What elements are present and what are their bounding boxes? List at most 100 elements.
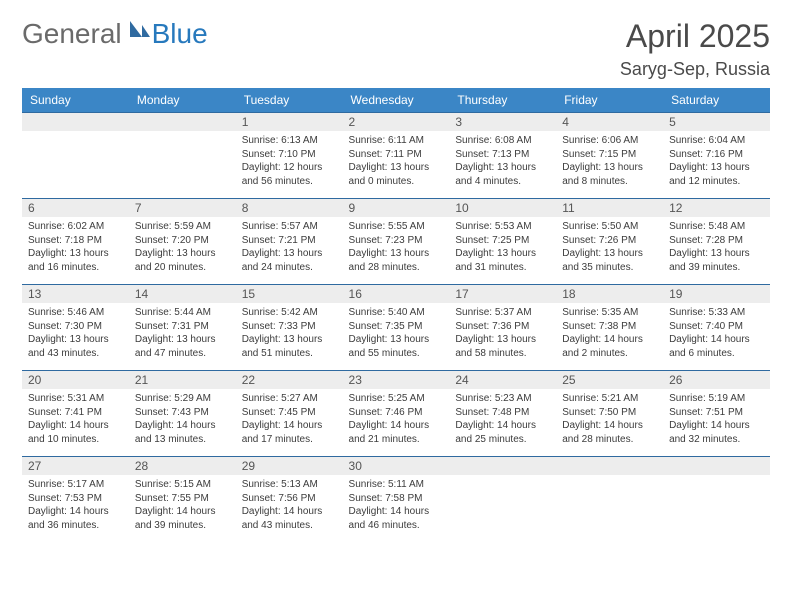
daylight-text: and 6 minutes. bbox=[669, 347, 764, 361]
sunrise-text: Sunrise: 6:11 AM bbox=[349, 134, 444, 148]
day-number: 27 bbox=[22, 457, 129, 475]
daylight-text: Daylight: 14 hours bbox=[669, 419, 764, 433]
daylight-text: and 31 minutes. bbox=[455, 261, 550, 275]
daylight-text: Daylight: 13 hours bbox=[242, 247, 337, 261]
daylight-text: Daylight: 14 hours bbox=[455, 419, 550, 433]
daylight-text: Daylight: 13 hours bbox=[562, 247, 657, 261]
day-number: 25 bbox=[556, 371, 663, 389]
sunrise-text: Sunrise: 5:40 AM bbox=[349, 306, 444, 320]
sunset-text: Sunset: 7:35 PM bbox=[349, 320, 444, 334]
day-details: Sunrise: 5:48 AMSunset: 7:28 PMDaylight:… bbox=[663, 217, 770, 278]
empty-day bbox=[556, 457, 663, 475]
daylight-text: Daylight: 13 hours bbox=[562, 161, 657, 175]
calendar-day-cell: 19Sunrise: 5:33 AMSunset: 7:40 PMDayligh… bbox=[663, 285, 770, 371]
daylight-text: and 46 minutes. bbox=[349, 519, 444, 533]
daylight-text: and 39 minutes. bbox=[669, 261, 764, 275]
day-number: 19 bbox=[663, 285, 770, 303]
calendar-day-cell: 29Sunrise: 5:13 AMSunset: 7:56 PMDayligh… bbox=[236, 457, 343, 543]
day-number: 5 bbox=[663, 113, 770, 131]
daylight-text: and 25 minutes. bbox=[455, 433, 550, 447]
sunrise-text: Sunrise: 6:02 AM bbox=[28, 220, 123, 234]
daylight-text: and 58 minutes. bbox=[455, 347, 550, 361]
daylight-text: and 28 minutes. bbox=[562, 433, 657, 447]
daylight-text: Daylight: 13 hours bbox=[349, 247, 444, 261]
day-details: Sunrise: 5:13 AMSunset: 7:56 PMDaylight:… bbox=[236, 475, 343, 536]
daylight-text: Daylight: 13 hours bbox=[242, 333, 337, 347]
day-number: 26 bbox=[663, 371, 770, 389]
sunrise-text: Sunrise: 5:55 AM bbox=[349, 220, 444, 234]
calendar-day-cell: 15Sunrise: 5:42 AMSunset: 7:33 PMDayligh… bbox=[236, 285, 343, 371]
day-details: Sunrise: 5:25 AMSunset: 7:46 PMDaylight:… bbox=[343, 389, 450, 450]
sunset-text: Sunset: 7:10 PM bbox=[242, 148, 337, 162]
calendar-day-cell: 7Sunrise: 5:59 AMSunset: 7:20 PMDaylight… bbox=[129, 199, 236, 285]
sunrise-text: Sunrise: 6:06 AM bbox=[562, 134, 657, 148]
daylight-text: Daylight: 13 hours bbox=[28, 247, 123, 261]
calendar-day-cell: 11Sunrise: 5:50 AMSunset: 7:26 PMDayligh… bbox=[556, 199, 663, 285]
daylight-text: and 24 minutes. bbox=[242, 261, 337, 275]
daylight-text: and 39 minutes. bbox=[135, 519, 230, 533]
day-details: Sunrise: 5:31 AMSunset: 7:41 PMDaylight:… bbox=[22, 389, 129, 450]
daylight-text: and 10 minutes. bbox=[28, 433, 123, 447]
calendar-day-cell: 16Sunrise: 5:40 AMSunset: 7:35 PMDayligh… bbox=[343, 285, 450, 371]
day-details: Sunrise: 6:13 AMSunset: 7:10 PMDaylight:… bbox=[236, 131, 343, 192]
calendar-day-cell: 2Sunrise: 6:11 AMSunset: 7:11 PMDaylight… bbox=[343, 113, 450, 199]
sunrise-text: Sunrise: 5:44 AM bbox=[135, 306, 230, 320]
daylight-text: Daylight: 14 hours bbox=[349, 419, 444, 433]
sunset-text: Sunset: 7:51 PM bbox=[669, 406, 764, 420]
day-details: Sunrise: 5:15 AMSunset: 7:55 PMDaylight:… bbox=[129, 475, 236, 536]
sunrise-text: Sunrise: 5:29 AM bbox=[135, 392, 230, 406]
sunrise-text: Sunrise: 5:59 AM bbox=[135, 220, 230, 234]
calendar-day-cell: 25Sunrise: 5:21 AMSunset: 7:50 PMDayligh… bbox=[556, 371, 663, 457]
calendar-day-cell: 4Sunrise: 6:06 AMSunset: 7:15 PMDaylight… bbox=[556, 113, 663, 199]
calendar-header-row: Sunday Monday Tuesday Wednesday Thursday… bbox=[22, 88, 770, 113]
empty-day bbox=[22, 113, 129, 131]
daylight-text: and 2 minutes. bbox=[562, 347, 657, 361]
sunrise-text: Sunrise: 5:21 AM bbox=[562, 392, 657, 406]
daylight-text: and 35 minutes. bbox=[562, 261, 657, 275]
daylight-text: Daylight: 14 hours bbox=[242, 419, 337, 433]
calendar-day-cell: 17Sunrise: 5:37 AMSunset: 7:36 PMDayligh… bbox=[449, 285, 556, 371]
day-number: 18 bbox=[556, 285, 663, 303]
sunrise-text: Sunrise: 5:23 AM bbox=[455, 392, 550, 406]
daylight-text: Daylight: 14 hours bbox=[669, 333, 764, 347]
sunrise-text: Sunrise: 5:27 AM bbox=[242, 392, 337, 406]
daylight-text: Daylight: 14 hours bbox=[562, 419, 657, 433]
day-details: Sunrise: 5:44 AMSunset: 7:31 PMDaylight:… bbox=[129, 303, 236, 364]
daylight-text: and 28 minutes. bbox=[349, 261, 444, 275]
sunset-text: Sunset: 7:21 PM bbox=[242, 234, 337, 248]
calendar-day-cell: 10Sunrise: 5:53 AMSunset: 7:25 PMDayligh… bbox=[449, 199, 556, 285]
day-details: Sunrise: 5:57 AMSunset: 7:21 PMDaylight:… bbox=[236, 217, 343, 278]
daylight-text: and 17 minutes. bbox=[242, 433, 337, 447]
weekday-header: Thursday bbox=[449, 88, 556, 113]
calendar-day-cell: 27Sunrise: 5:17 AMSunset: 7:53 PMDayligh… bbox=[22, 457, 129, 543]
calendar-day-cell: 24Sunrise: 5:23 AMSunset: 7:48 PMDayligh… bbox=[449, 371, 556, 457]
sunset-text: Sunset: 7:33 PM bbox=[242, 320, 337, 334]
day-number: 2 bbox=[343, 113, 450, 131]
daylight-text: Daylight: 12 hours bbox=[242, 161, 337, 175]
day-number: 7 bbox=[129, 199, 236, 217]
sunrise-text: Sunrise: 5:57 AM bbox=[242, 220, 337, 234]
logo-text-general: General bbox=[22, 18, 122, 50]
calendar-day-cell: 13Sunrise: 5:46 AMSunset: 7:30 PMDayligh… bbox=[22, 285, 129, 371]
day-details: Sunrise: 5:55 AMSunset: 7:23 PMDaylight:… bbox=[343, 217, 450, 278]
logo-text-blue: Blue bbox=[152, 18, 208, 50]
weekday-header: Friday bbox=[556, 88, 663, 113]
sunrise-text: Sunrise: 5:19 AM bbox=[669, 392, 764, 406]
day-details: Sunrise: 5:17 AMSunset: 7:53 PMDaylight:… bbox=[22, 475, 129, 536]
daylight-text: and 43 minutes. bbox=[242, 519, 337, 533]
calendar-day-cell: 18Sunrise: 5:35 AMSunset: 7:38 PMDayligh… bbox=[556, 285, 663, 371]
sunset-text: Sunset: 7:56 PM bbox=[242, 492, 337, 506]
day-details: Sunrise: 5:46 AMSunset: 7:30 PMDaylight:… bbox=[22, 303, 129, 364]
empty-day bbox=[129, 113, 236, 131]
weekday-header: Wednesday bbox=[343, 88, 450, 113]
calendar-day-cell bbox=[129, 113, 236, 199]
sunrise-text: Sunrise: 5:53 AM bbox=[455, 220, 550, 234]
day-details: Sunrise: 5:35 AMSunset: 7:38 PMDaylight:… bbox=[556, 303, 663, 364]
calendar-day-cell: 14Sunrise: 5:44 AMSunset: 7:31 PMDayligh… bbox=[129, 285, 236, 371]
calendar-day-cell bbox=[22, 113, 129, 199]
day-details: Sunrise: 5:23 AMSunset: 7:48 PMDaylight:… bbox=[449, 389, 556, 450]
sunrise-text: Sunrise: 5:25 AM bbox=[349, 392, 444, 406]
calendar-day-cell: 1Sunrise: 6:13 AMSunset: 7:10 PMDaylight… bbox=[236, 113, 343, 199]
calendar-table: Sunday Monday Tuesday Wednesday Thursday… bbox=[22, 88, 770, 543]
sunrise-text: Sunrise: 5:46 AM bbox=[28, 306, 123, 320]
